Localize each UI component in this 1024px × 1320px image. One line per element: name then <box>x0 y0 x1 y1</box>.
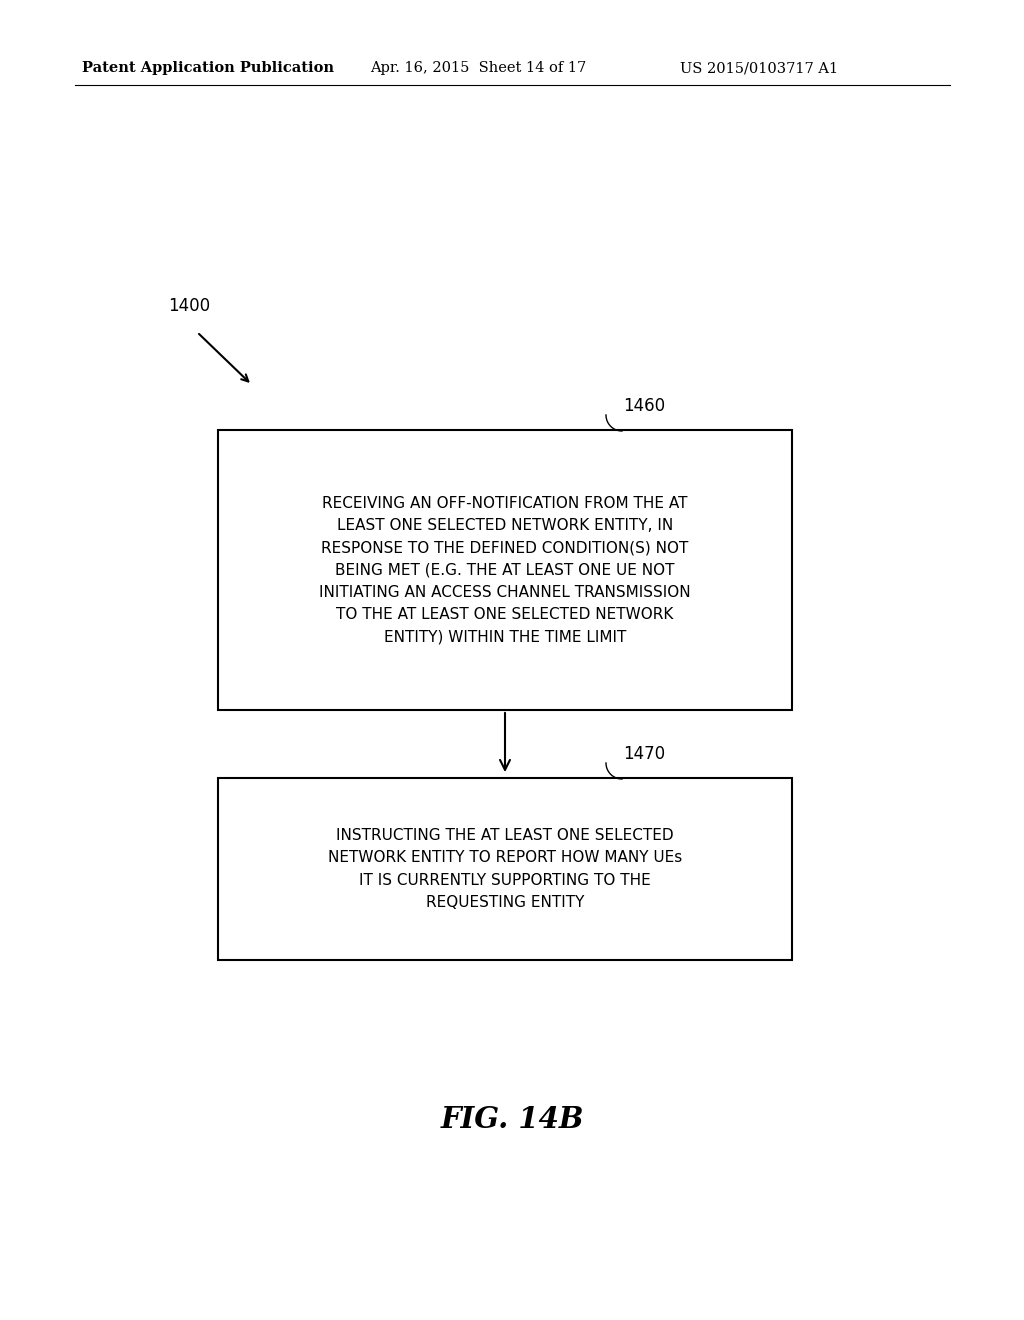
Text: INSTRUCTING THE AT LEAST ONE SELECTED
NETWORK ENTITY TO REPORT HOW MANY UEs
IT I: INSTRUCTING THE AT LEAST ONE SELECTED NE… <box>328 828 682 909</box>
Text: RECEIVING AN OFF-NOTIFICATION FROM THE AT
LEAST ONE SELECTED NETWORK ENTITY, IN
: RECEIVING AN OFF-NOTIFICATION FROM THE A… <box>319 496 691 644</box>
Text: FIG. 14B: FIG. 14B <box>440 1106 584 1134</box>
Text: US 2015/0103717 A1: US 2015/0103717 A1 <box>680 61 838 75</box>
Text: 1400: 1400 <box>168 297 210 315</box>
Bar <box>218 777 792 960</box>
Text: Apr. 16, 2015  Sheet 14 of 17: Apr. 16, 2015 Sheet 14 of 17 <box>370 61 587 75</box>
Text: 1470: 1470 <box>623 744 666 763</box>
Bar <box>218 430 792 710</box>
Text: 1460: 1460 <box>623 397 666 414</box>
Text: Patent Application Publication: Patent Application Publication <box>82 61 334 75</box>
